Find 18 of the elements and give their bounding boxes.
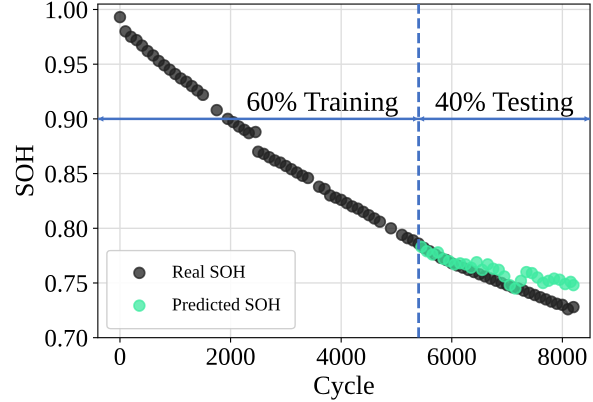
x-tick-label: 0 — [114, 348, 126, 365]
x-tick-label: 4000 — [316, 348, 366, 365]
y-tick-label: 0.70 — [45, 330, 88, 347]
annotation: 40% Testing — [435, 92, 574, 117]
x-tick-label: 2000 — [206, 348, 255, 365]
y-tick-label: 0.90 — [45, 110, 88, 128]
annotation: 60% Training — [248, 92, 398, 117]
y-axis-title: SOH — [16, 145, 34, 196]
y-tick-label: 0.80 — [45, 220, 88, 238]
legend-label: Predicted SOH — [172, 298, 280, 311]
y-tick-label: 0.95 — [45, 56, 88, 74]
x-axis-title: Cycle — [314, 376, 374, 400]
y-tick-label: 0.85 — [45, 166, 88, 183]
y-tick-label: 1.00 — [46, 2, 88, 19]
legend-label: Real SOH — [172, 265, 246, 278]
y-tick-label: 0.75 — [45, 275, 88, 292]
x-tick-label: 6000 — [428, 348, 476, 365]
x-tick-label: 8000 — [538, 348, 586, 365]
